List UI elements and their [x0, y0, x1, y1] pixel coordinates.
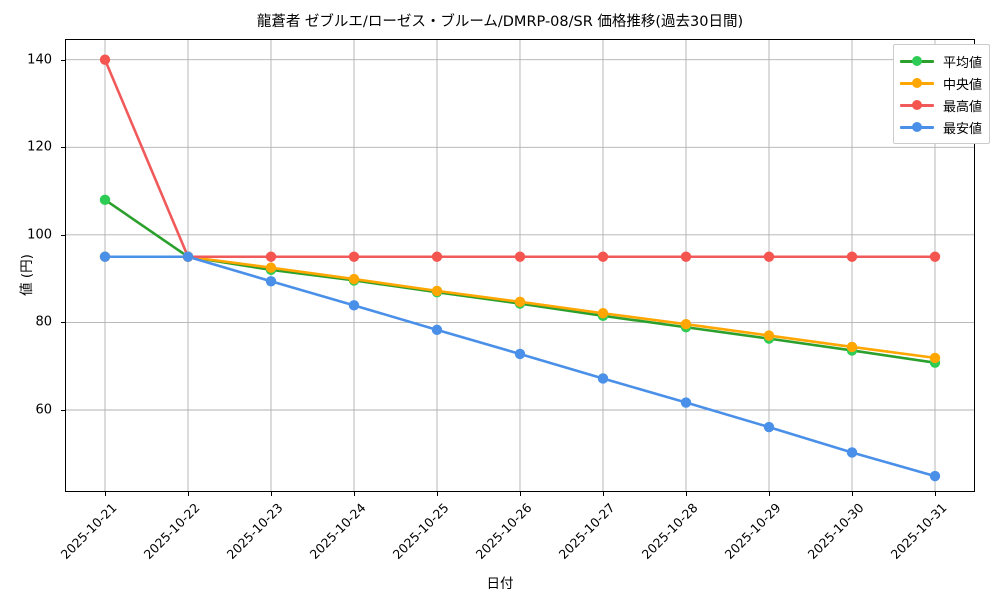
legend-swatch-icon — [899, 76, 934, 90]
legend-item[interactable]: 平均値 — [899, 50, 982, 72]
x-tick-mark — [686, 492, 687, 496]
data-point-marker — [514, 296, 526, 308]
x-tick-mark — [354, 492, 355, 496]
x-tick-mark — [271, 492, 272, 496]
data-point-marker — [431, 251, 443, 262]
data-point-marker — [597, 251, 609, 262]
x-tick-mark — [769, 492, 770, 496]
data-point-marker — [846, 341, 858, 353]
data-point-marker — [431, 285, 443, 297]
chart-title: 龍蒼者 ゼブルエ/ローゼス・ブルーム/DMRP-08/SR 価格推移(過去30日… — [256, 14, 744, 30]
legend-item[interactable]: 中央値 — [899, 72, 982, 94]
data-point-marker — [514, 251, 526, 262]
legend-swatch-icon — [899, 120, 934, 134]
x-tick-mark — [105, 492, 106, 496]
plot-svg — [66, 40, 974, 491]
plot-area — [65, 39, 975, 492]
data-point-marker — [348, 300, 360, 311]
legend-label: 平均値 — [942, 55, 982, 71]
y-tick-label: 100 — [27, 227, 52, 243]
x-tick-mark — [852, 492, 853, 496]
x-tick-label: 2025-10-24 — [306, 500, 369, 562]
data-point-marker — [99, 54, 111, 65]
x-tick-mark — [935, 492, 936, 496]
data-point-marker — [99, 194, 111, 206]
data-point-marker — [514, 348, 526, 360]
x-tick-mark — [437, 492, 438, 496]
data-point-marker — [597, 373, 609, 384]
data-point-marker — [763, 421, 775, 433]
legend-label: 最安値 — [942, 121, 982, 137]
data-point-marker — [348, 251, 360, 262]
y-tick-mark — [61, 409, 65, 411]
data-point-marker — [680, 318, 692, 330]
data-point-marker — [680, 397, 692, 408]
data-point-marker — [182, 251, 194, 262]
x-tick-label: 2025-10-23 — [223, 500, 286, 562]
data-point-marker — [929, 470, 941, 482]
y-tick-label: 140 — [27, 52, 52, 68]
chart-legend: 平均値中央値最高値最安値 — [892, 44, 990, 144]
legend-item[interactable]: 最高値 — [899, 94, 982, 116]
x-axis-label: 日付 — [486, 576, 514, 592]
data-point-marker — [929, 251, 941, 262]
y-tick-label: 120 — [27, 139, 52, 155]
x-tick-label: 2025-10-21 — [57, 500, 120, 562]
legend-swatch-icon — [899, 54, 934, 68]
data-point-marker — [99, 251, 111, 262]
data-point-marker — [265, 251, 277, 262]
x-tick-label: 2025-10-22 — [140, 500, 203, 562]
data-point-marker — [763, 330, 775, 341]
y-tick-mark — [61, 322, 65, 324]
data-point-marker — [348, 273, 360, 285]
data-point-marker — [929, 352, 941, 364]
data-point-marker — [597, 308, 609, 319]
data-point-marker — [265, 276, 277, 287]
data-point-marker — [846, 447, 858, 458]
x-tick-label: 2025-10-28 — [638, 500, 701, 562]
data-point-marker — [265, 262, 277, 273]
x-tick-label: 2025-10-26 — [472, 500, 535, 562]
legend-item[interactable]: 最安値 — [899, 116, 982, 138]
x-tick-label: 2025-10-29 — [721, 500, 784, 562]
y-tick-label: 60 — [35, 402, 52, 418]
x-tick-label: 2025-10-31 — [887, 500, 950, 562]
data-point-marker — [431, 324, 443, 336]
x-tick-label: 2025-10-27 — [555, 500, 618, 562]
y-tick-mark — [61, 147, 65, 149]
x-tick-label: 2025-10-30 — [804, 500, 867, 562]
legend-swatch-icon — [899, 98, 934, 112]
y-tick-mark — [61, 59, 65, 61]
y-tick-label: 80 — [35, 314, 52, 330]
legend-label: 中央値 — [942, 77, 982, 93]
legend-label: 最高値 — [942, 99, 982, 115]
data-point-marker — [846, 251, 858, 262]
y-tick-mark — [61, 234, 65, 236]
x-tick-mark — [520, 492, 521, 496]
x-tick-label: 2025-10-25 — [389, 500, 452, 562]
x-tick-mark — [188, 492, 189, 496]
data-point-marker — [763, 251, 775, 262]
x-tick-mark — [603, 492, 604, 496]
data-point-marker — [680, 251, 692, 262]
